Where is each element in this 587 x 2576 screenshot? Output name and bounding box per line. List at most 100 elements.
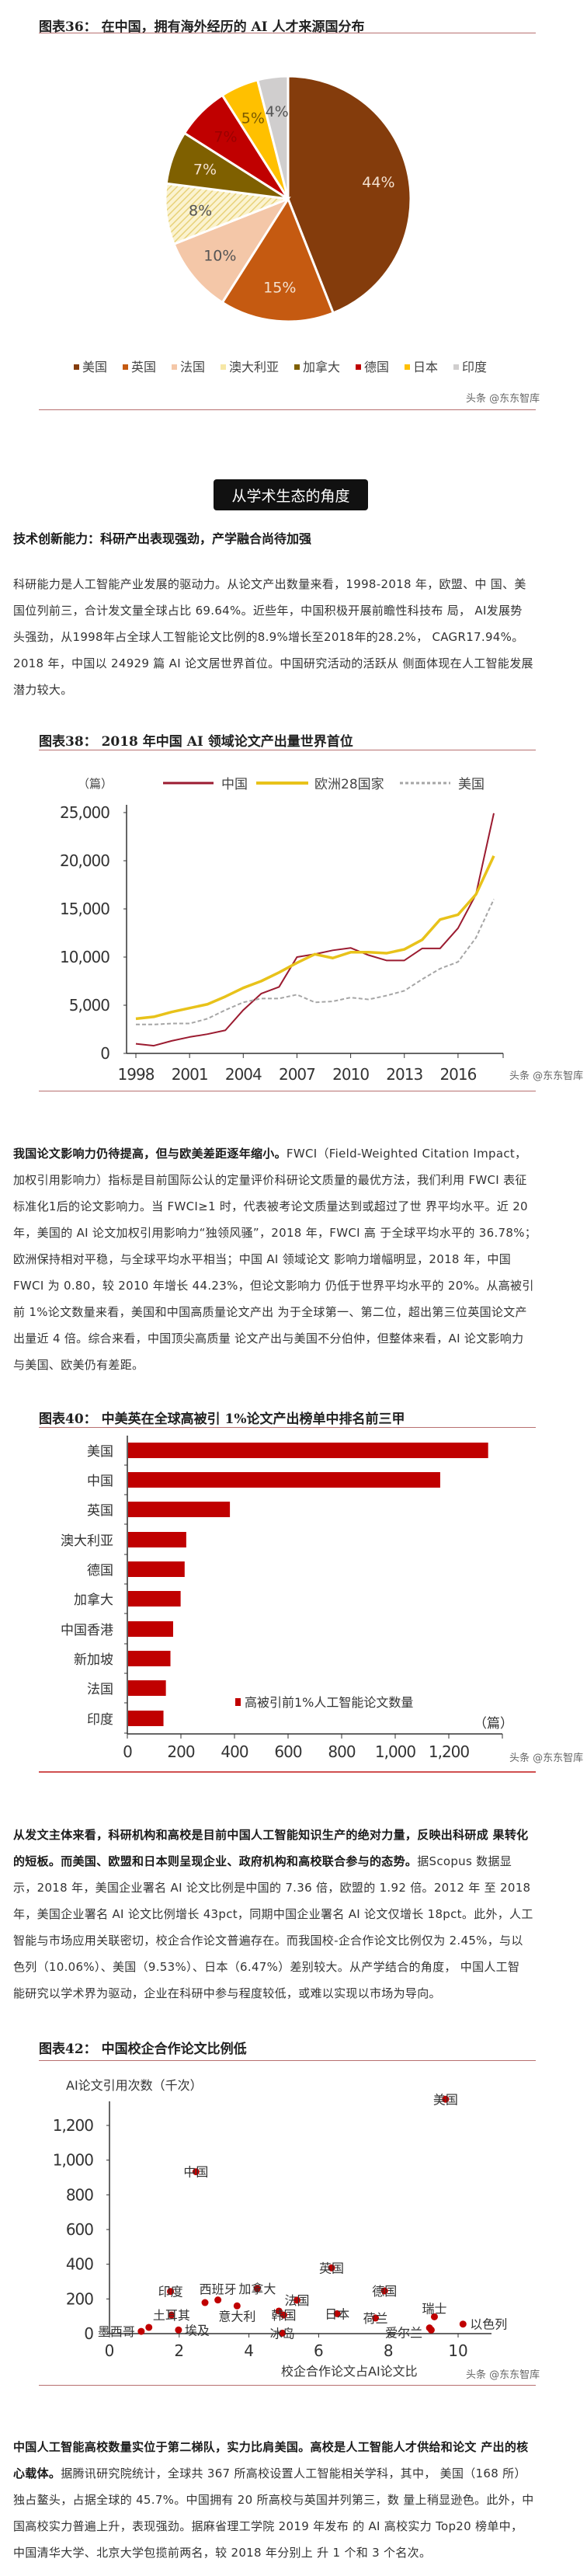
scatter-point-6 <box>294 2296 301 2304</box>
scatter-point-0 <box>442 2095 450 2103</box>
paragraph-text: 据Scopus 数据显 <box>417 1854 512 1868</box>
legend-label: 德国 <box>364 360 389 374</box>
scatter-chart: AI论文引用次数（千次） 0 200 400 600 800 1,000 1,200 0 2 4 6 8… <box>53 2078 508 2379</box>
x-tick-label: 2016 <box>439 1065 476 1084</box>
y-tick-label: 5,000 <box>69 996 110 1015</box>
x-tick-label: 2007 <box>279 1065 315 1084</box>
category-label: 加拿大 <box>74 1592 113 1608</box>
paragraph-line: 色列（10.06%）、美国（9.53%）、日本（6.47%）差别较大。从产学结合… <box>13 1960 520 1974</box>
paragraph-line: FWCI 为 0.80，较 2010 年增长 44.23%，但论文影响力 仍低于… <box>13 1279 534 1293</box>
scatter-point-14 <box>430 2313 438 2320</box>
y-tick-label: 200 <box>66 2289 93 2308</box>
paragraph-line: 国位列前三，合计发文量全球占比 69.64%。近些年，中国积极开展前瞻性科技布 … <box>13 604 523 618</box>
legend-swatch <box>221 364 226 370</box>
pie-slice-label: 15% <box>263 279 296 296</box>
x-tick-label: 2004 <box>225 1065 262 1084</box>
point-label: 中国 <box>183 2165 208 2180</box>
lead-text: 我国论文影响力仍待提高，但与欧美差距逐年缩小。 <box>13 1147 287 1161</box>
y-tick-label: 400 <box>66 2255 93 2274</box>
y-tick-label: 1,200 <box>53 2116 94 2135</box>
scatter-point-5 <box>253 2285 261 2292</box>
y-tick-label: 1,000 <box>53 2151 94 2170</box>
legend-swatch <box>74 364 79 370</box>
paragraph-line: 潜力较大。 <box>13 683 73 697</box>
pie-slice-label: 7% <box>214 129 237 146</box>
pie-slice-1 <box>221 196 335 323</box>
bar-6 <box>128 1621 173 1637</box>
legend-swatch <box>294 364 300 370</box>
paragraph-line: 年，美国企业署名 AI 论文比例增长 43pct，同期中国企业署名 AI 论文仅… <box>13 1907 533 1921</box>
point-label: 以色列 <box>470 2317 507 2332</box>
x-tick-label: 1998 <box>118 1065 155 1084</box>
pie-slice-label: 7% <box>193 161 217 178</box>
legend-swatch <box>235 1698 241 1706</box>
y-tick-label: 800 <box>66 2185 93 2204</box>
scatter-point-13 <box>372 2314 380 2322</box>
pie-slice-2 <box>172 196 291 305</box>
x-tick-label: 200 <box>167 1742 194 1761</box>
series-line-1 <box>135 855 495 1021</box>
x-tick-label: 2 <box>174 2341 184 2360</box>
paragraph-text: FWCI（Field-Weighted Citation Impact， <box>286 1147 527 1161</box>
scatter-point-3 <box>380 2287 388 2295</box>
series-line-2 <box>136 899 495 1025</box>
point-label: 印度 <box>158 2285 183 2299</box>
paragraph-line: 2018 年，中国以 24929 篇 AI 论文居世界首位。中国研究活动的活跃从… <box>13 656 533 670</box>
y-tick-label: 15,000 <box>60 900 109 918</box>
chart40-bottom-rule <box>39 1771 536 1773</box>
point-label: 德国 <box>372 2284 397 2299</box>
x-tick-label: 400 <box>221 1742 248 1761</box>
scatter-point-18 <box>145 2324 153 2331</box>
section-header-text: 从学术生态的角度 <box>231 487 350 505</box>
category-label: 美国 <box>87 1444 113 1460</box>
scatter-point-11 <box>280 2311 287 2319</box>
legend-label: 高被引前1%人工智能论文数量 <box>245 1695 413 1710</box>
chart40-top-rule <box>39 1427 536 1428</box>
pie-slice-label: 44% <box>362 174 394 191</box>
y-tick-label: 10,000 <box>60 948 109 966</box>
point-label: 荷兰 <box>363 2311 388 2326</box>
scatter-point-2 <box>328 2264 335 2271</box>
paragraph-text: 据腾讯研究院统计，全球共 367 所高校设置人工智能相关学科，其中， 美国（16… <box>61 2466 526 2480</box>
point-label: 西班牙 <box>200 2282 237 2297</box>
lead-text: 的短板。而美国、欧盟和日本则呈现企业、政府机构和高校联合参与的态势。 <box>13 1854 418 1868</box>
y-tick-label: 20,000 <box>60 851 109 870</box>
pie-chart: 44%15%10%8%7%7%5% 4%美国 英国 法国 澳大利亚 加拿大 德国 日本 印度 <box>74 75 487 374</box>
legend-label: 欧洲28国家 <box>314 777 384 792</box>
chart36-bottom-rule <box>39 409 536 410</box>
section-header: 从学术生态的角度 <box>214 479 368 510</box>
y-tick-label: 0 <box>100 1044 109 1063</box>
category-label: 法国 <box>87 1682 113 1697</box>
paragraph-line: 年，美国的 AI 论文加权引用影响力“独领风骚”，2018 年，FWCI 高 于… <box>13 1226 537 1240</box>
bar-5 <box>128 1591 181 1607</box>
legend-label: 中国 <box>221 777 248 792</box>
point-label: 瑞士 <box>422 2301 446 2316</box>
category-label: 印度 <box>87 1712 113 1728</box>
x-tick-label: 6 <box>314 2341 324 2360</box>
pie-slice-label: 4% <box>266 103 289 120</box>
scatter-point-20 <box>279 2329 287 2337</box>
point-label: 土耳其 <box>153 2308 190 2323</box>
x-tick-label: 2010 <box>332 1065 369 1084</box>
legend-swatch <box>356 364 361 370</box>
bar-8 <box>128 1680 166 1696</box>
scatter-point-9 <box>233 2302 241 2310</box>
scatter-point-15 <box>459 2320 467 2328</box>
legend-label: 法国 <box>180 360 205 374</box>
scatter-point-22 <box>427 2326 435 2334</box>
legend-label: 日本 <box>413 360 438 374</box>
x-axis-label: 校企合作论文占AI论文比 <box>281 2364 418 2379</box>
x-tick-label: 1,000 <box>375 1742 416 1761</box>
x-tick-label: 2001 <box>172 1065 208 1084</box>
paragraph-line: 科研能力是人工智能产业发展的驱动力。从论文产出数量来看，1998-2018 年，… <box>13 577 526 591</box>
paragraph-line: 智能与市场应用关联密切，校企合作论文普遍存在。而我国校-企合作论文比例仅为 2.… <box>13 1934 523 1948</box>
y-tick-label: 25,000 <box>60 803 109 822</box>
point-label: 日本 <box>325 2306 349 2321</box>
legend-swatch <box>405 364 410 370</box>
paragraph-line: 独占鳌头，占据全球的 45.7%。中国拥有 20 所高校与英国并列第三，数 量上… <box>13 2493 534 2507</box>
x-tick-label: 10 <box>448 2341 467 2360</box>
y-axis-label: AI论文引用次数（千次） <box>66 2078 203 2093</box>
legend-swatch <box>123 364 128 370</box>
point-label: 美国 <box>433 2092 458 2107</box>
lead-line: 中国人工智能高校数量实位于第二梯队，实力比肩美国。高校是人工智能人才供给和论文 … <box>13 2440 529 2454</box>
